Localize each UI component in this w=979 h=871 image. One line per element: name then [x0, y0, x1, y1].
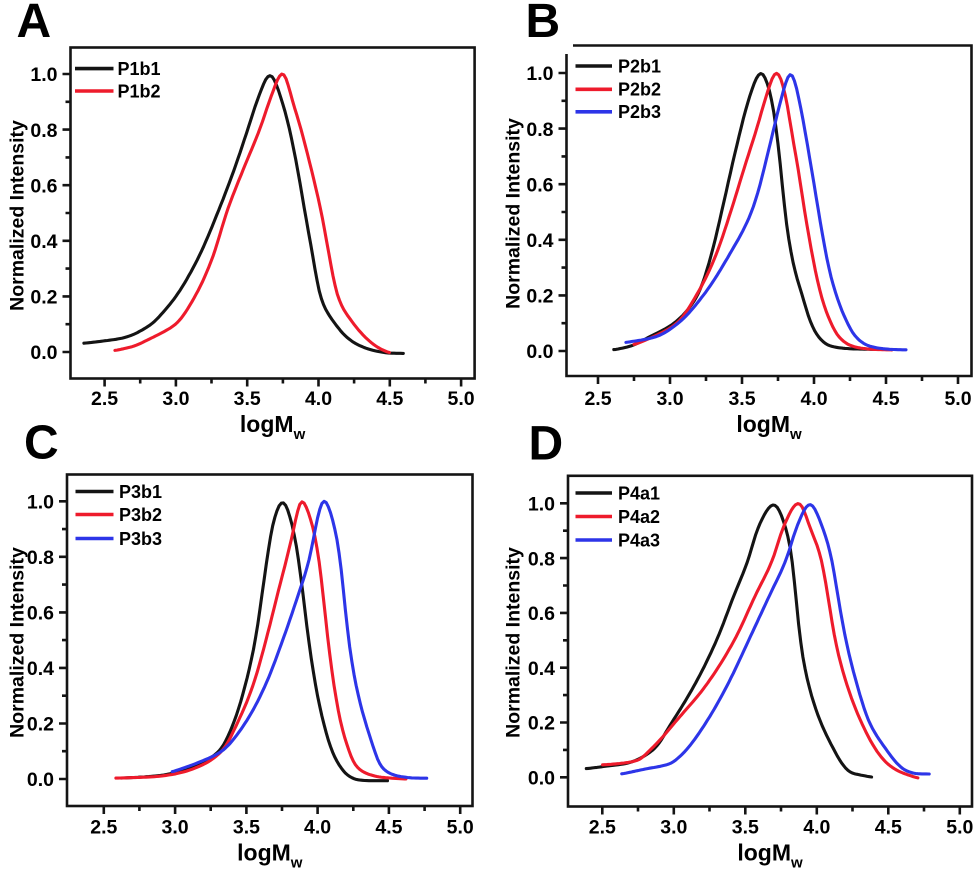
svg-text:4.0: 4.0 — [803, 817, 830, 839]
svg-text:0.6: 0.6 — [27, 603, 54, 625]
svg-text:5.0: 5.0 — [448, 388, 475, 410]
svg-text:0.4: 0.4 — [27, 658, 54, 680]
svg-text:1.0: 1.0 — [528, 494, 555, 516]
svg-text:0.6: 0.6 — [30, 175, 57, 197]
svg-text:P3b3: P3b3 — [119, 529, 162, 549]
svg-text:P4a1: P4a1 — [618, 483, 660, 503]
svg-text:P4a2: P4a2 — [618, 507, 660, 527]
svg-text:0.2: 0.2 — [528, 713, 555, 735]
svg-text:D: D — [529, 418, 564, 471]
svg-text:3.5: 3.5 — [728, 388, 755, 410]
svg-text:2.5: 2.5 — [589, 817, 616, 839]
svg-text:0.8: 0.8 — [526, 119, 553, 141]
svg-text:4.5: 4.5 — [872, 388, 899, 410]
svg-text:Normalized Intensity: Normalized Intensity — [503, 547, 525, 738]
svg-text:1.0: 1.0 — [30, 64, 57, 86]
svg-text:5.0: 5.0 — [944, 388, 971, 410]
svg-text:0.4: 0.4 — [526, 230, 553, 252]
svg-text:5.0: 5.0 — [946, 817, 973, 839]
svg-text:3.0: 3.0 — [162, 388, 189, 410]
svg-text:P3b2: P3b2 — [119, 505, 162, 525]
svg-text:0.2: 0.2 — [30, 287, 57, 309]
svg-text:4.0: 4.0 — [305, 388, 332, 410]
svg-text:0.8: 0.8 — [27, 547, 54, 569]
svg-text:P1b2: P1b2 — [118, 81, 161, 101]
svg-text:0.8: 0.8 — [528, 548, 555, 570]
svg-text:3.5: 3.5 — [234, 388, 261, 410]
svg-text:1.0: 1.0 — [27, 492, 54, 514]
svg-text:0.4: 0.4 — [528, 658, 555, 680]
svg-text:0.0: 0.0 — [30, 342, 57, 364]
svg-text:2.5: 2.5 — [90, 817, 117, 839]
svg-text:3.0: 3.0 — [660, 817, 687, 839]
svg-text:P2b2: P2b2 — [618, 80, 661, 100]
svg-text:P4a3: P4a3 — [618, 530, 660, 550]
svg-text:P2b1: P2b1 — [618, 56, 661, 76]
svg-text:C: C — [24, 417, 59, 470]
svg-text:4.0: 4.0 — [304, 817, 331, 839]
svg-text:P2b3: P2b3 — [618, 102, 661, 122]
svg-text:0.4: 0.4 — [30, 231, 57, 253]
svg-text:0.0: 0.0 — [27, 769, 54, 791]
svg-text:3.0: 3.0 — [162, 817, 189, 839]
svg-text:0.2: 0.2 — [526, 286, 553, 308]
svg-text:4.5: 4.5 — [375, 817, 402, 839]
svg-text:0.0: 0.0 — [526, 341, 553, 363]
svg-text:Normalized Intensity: Normalized Intensity — [6, 120, 28, 311]
svg-text:5.0: 5.0 — [447, 817, 474, 839]
svg-text:P3b1: P3b1 — [119, 482, 162, 502]
svg-text:2.5: 2.5 — [91, 388, 118, 410]
svg-text:4.0: 4.0 — [800, 388, 827, 410]
svg-text:A: A — [17, 0, 52, 48]
svg-text:0.0: 0.0 — [528, 768, 555, 790]
svg-text:3.5: 3.5 — [233, 817, 260, 839]
svg-text:1.0: 1.0 — [526, 63, 553, 85]
svg-text:4.5: 4.5 — [875, 817, 902, 839]
svg-text:0.6: 0.6 — [528, 603, 555, 625]
svg-text:3.5: 3.5 — [732, 817, 759, 839]
svg-text:0.6: 0.6 — [526, 174, 553, 196]
svg-text:Normalized Intensity: Normalized Intensity — [7, 547, 29, 738]
svg-text:Normalized Intensity: Normalized Intensity — [503, 118, 525, 309]
svg-text:2.5: 2.5 — [584, 388, 611, 410]
svg-text:3.0: 3.0 — [656, 388, 683, 410]
svg-text:P1b1: P1b1 — [118, 59, 161, 79]
svg-text:0.8: 0.8 — [30, 120, 57, 142]
svg-text:B: B — [526, 0, 561, 48]
svg-text:0.2: 0.2 — [27, 714, 54, 736]
svg-text:4.5: 4.5 — [376, 388, 403, 410]
